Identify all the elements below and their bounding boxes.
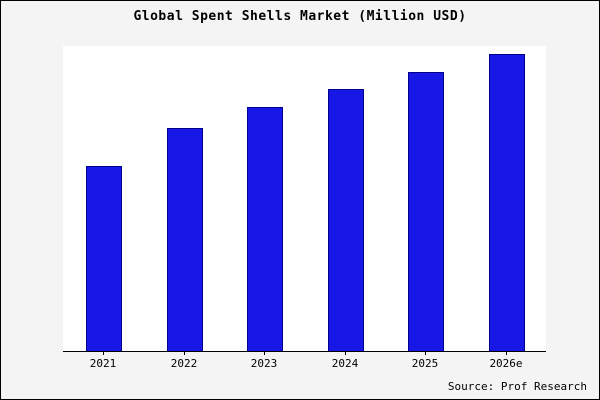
x-tick-label: 2024 — [331, 357, 359, 370]
x-axis-tick — [345, 351, 346, 355]
plot-area — [63, 46, 546, 355]
x-tick-label: 2026e — [489, 357, 523, 370]
x-axis-tick — [425, 351, 426, 355]
x-tick-label: 2022 — [170, 357, 198, 370]
source-caption: Source: Prof Research — [447, 380, 587, 393]
x-axis-tick — [184, 351, 185, 355]
bar — [328, 89, 364, 351]
bar — [408, 72, 444, 351]
x-tick-label: 2025 — [411, 357, 439, 370]
bar — [489, 54, 525, 351]
bar — [167, 128, 203, 351]
chart-title: Global Spent Shells Market (Million USD) — [133, 9, 467, 24]
x-tick-label: 2023 — [250, 357, 278, 370]
x-axis-tick — [506, 351, 507, 355]
bar — [247, 107, 283, 351]
x-axis-tick — [103, 351, 104, 355]
x-axis-tick — [264, 351, 265, 355]
bar — [86, 166, 122, 351]
x-tick-label: 2021 — [89, 357, 117, 370]
